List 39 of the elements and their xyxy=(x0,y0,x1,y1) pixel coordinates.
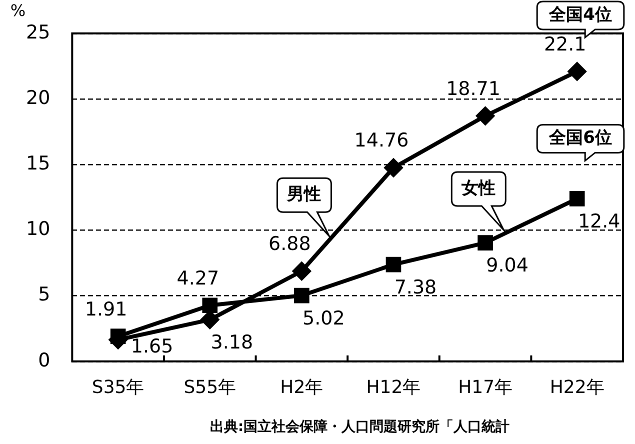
data-label: 14.76 xyxy=(354,130,409,152)
y-tick-label: 15 xyxy=(26,152,50,175)
data-label: 1.65 xyxy=(130,335,174,358)
y-tick-label: 5 xyxy=(38,284,50,306)
data-label: 5.02 xyxy=(302,307,345,330)
point xyxy=(292,262,311,280)
y-tick-label: 20 xyxy=(26,86,50,109)
data-label: 4.27 xyxy=(176,267,220,290)
x-tick-label: H12年 xyxy=(366,376,421,398)
point xyxy=(294,288,310,304)
data-label: 3.18 xyxy=(210,332,254,354)
source-note: 出典:国立社会保障・人口問題研究所「人口統計 xyxy=(210,418,510,436)
x-tick-label: H2年 xyxy=(280,376,324,398)
text: 女性 xyxy=(460,178,496,198)
annotation: 全国4位 xyxy=(548,4,612,25)
y-tick-label: 10 xyxy=(26,218,50,240)
annotation: 全国6位 xyxy=(548,128,612,148)
data-label: 18.71 xyxy=(446,78,500,100)
point xyxy=(478,235,493,250)
series-label: 男性 xyxy=(286,184,322,205)
data-label: 9.04 xyxy=(486,254,528,277)
x-tick-label: H17年 xyxy=(458,376,513,398)
point xyxy=(476,106,494,125)
data-label: 22.1 xyxy=(544,33,586,56)
x-tick-label: H22年 xyxy=(550,376,604,398)
point xyxy=(386,256,402,272)
x-tick-label: S35年 xyxy=(92,376,144,398)
point xyxy=(202,298,218,314)
point xyxy=(569,191,585,206)
point xyxy=(384,158,402,177)
x-tick-label: S55年 xyxy=(184,376,236,398)
data-label: 7.38 xyxy=(394,276,437,299)
data-label: 6.88 xyxy=(268,233,311,256)
data-label: 12.4 xyxy=(578,210,620,233)
y-axis-title: % xyxy=(10,1,26,20)
y-tick-label: 25 xyxy=(26,21,50,44)
point xyxy=(568,62,586,80)
y-tick-label: 0 xyxy=(38,349,50,372)
data-label: 1.91 xyxy=(84,298,128,320)
